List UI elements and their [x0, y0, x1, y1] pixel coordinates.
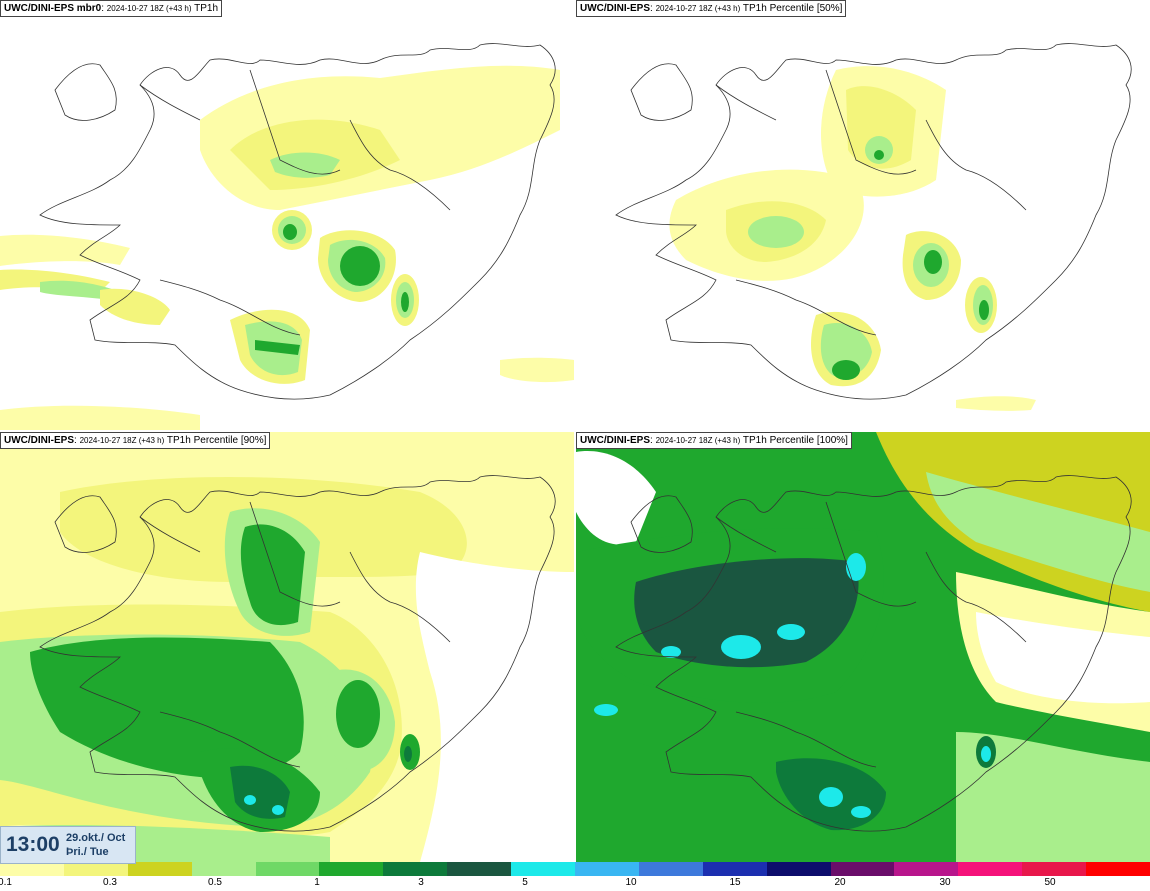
colorbar-swatch [447, 862, 512, 876]
panel-title: UWC/DINI-EPS: 2024-10-27 18Z (+43 h) TP1… [576, 0, 847, 17]
precip-colorbar [0, 862, 1150, 876]
colorbar-swatch [830, 862, 895, 876]
colorbar-swatch [958, 862, 1023, 876]
colorbar-swatch [575, 862, 639, 876]
precip-map-percentile-50 [615, 43, 1132, 411]
colorbar-tick-label: 0.1 [0, 877, 12, 888]
valid-date-line2: Þri./ Tue [66, 846, 109, 858]
colorbar-swatch [1022, 862, 1087, 876]
panel-title: UWC/DINI-EPS mbr0: 2024-10-27 18Z (+43 h… [0, 0, 223, 17]
valid-time-box: 13:00 29.okt./ Oct Þri./ Tue [0, 826, 136, 864]
colorbar-swatch [0, 862, 64, 876]
colorbar-swatch [63, 862, 128, 876]
colorbar-tick-label: 10 [625, 877, 637, 888]
panel-title: UWC/DINI-EPS: 2024-10-27 18Z (+43 h) TP1… [576, 432, 852, 449]
colorbar-tick-label: 30 [939, 877, 951, 888]
precip-map-percentile-100 [576, 432, 1150, 862]
map-panel-percentile-100: UWC/DINI-EPS: 2024-10-27 18Z (+43 h) TP1… [576, 432, 1150, 862]
panel-separator-horizontal [0, 430, 1150, 432]
map-panel-member0: UWC/DINI-EPS mbr0: 2024-10-27 18Z (+43 h… [0, 0, 574, 430]
colorbar-swatch [894, 862, 959, 876]
colorbar-swatch [127, 862, 192, 876]
precip-map-member0 [0, 43, 574, 430]
valid-date-line1: 29.okt./ Oct [66, 832, 126, 844]
colorbar-tick-labels: 0.1 0.3 0.5 1 3 5 10 15 20 30 50 [0, 877, 1150, 891]
map-panel-percentile-90: UWC/DINI-EPS: 2024-10-27 18Z (+43 h) TP1… [0, 432, 574, 862]
colorbar-swatch [511, 862, 576, 876]
colorbar-swatch [702, 862, 767, 876]
colorbar-tick-label: 20 [834, 877, 846, 888]
colorbar-swatch [638, 862, 703, 876]
map-panel-percentile-50: UWC/DINI-EPS: 2024-10-27 18Z (+43 h) TP1… [576, 0, 1150, 430]
colorbar-swatch [319, 862, 384, 876]
precip-map-percentile-90 [0, 432, 574, 862]
colorbar-tick-label: 3 [418, 877, 424, 888]
colorbar-tick-label: 50 [1044, 877, 1056, 888]
colorbar-swatch [766, 862, 831, 876]
valid-date: 29.okt./ Oct Þri./ Tue [66, 831, 125, 859]
valid-time: 13:00 [6, 833, 60, 856]
colorbar-tick-label: 15 [729, 877, 741, 888]
colorbar-tick-label: 5 [522, 877, 528, 888]
colorbar-swatch [383, 862, 448, 876]
colorbar-tick-label: 0.5 [208, 877, 222, 888]
colorbar-tick-label: 1 [314, 877, 320, 888]
colorbar-swatch [1086, 862, 1150, 876]
panel-title: UWC/DINI-EPS: 2024-10-27 18Z (+43 h) TP1… [0, 432, 271, 449]
colorbar-swatch [191, 862, 256, 876]
colorbar-tick-label: 0.3 [103, 877, 117, 888]
colorbar-swatch [255, 862, 320, 876]
